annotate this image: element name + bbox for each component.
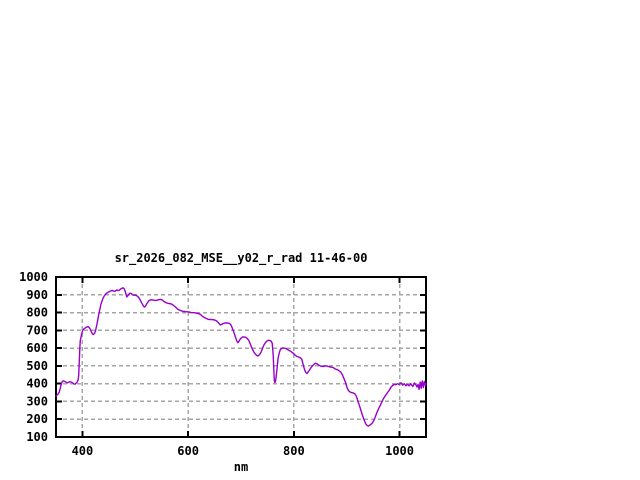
y-tick-label: 700: [26, 323, 48, 337]
x-tick-label: 800: [283, 444, 305, 458]
x-tick-label: 400: [72, 444, 94, 458]
y-tick-label: 100: [26, 430, 48, 444]
x-tick-label: 1000: [385, 444, 414, 458]
chart-title: sr_2026_082_MSE__y02_r_rad 11-46-00: [115, 251, 368, 266]
data-polyline: [55, 287, 427, 427]
y-tick-label: 900: [26, 288, 48, 302]
plot-area: 400 600 800 1000 100 200 300 400 500 600 700 800 900…: [19, 270, 427, 458]
y-tick-label: 800: [26, 306, 48, 320]
y-tick-label: 300: [26, 394, 48, 408]
y-tick-label: 1000: [19, 270, 48, 284]
x-tick-label: 600: [177, 444, 199, 458]
y-tick-label: 600: [26, 341, 48, 355]
plot-border: [55, 276, 427, 438]
y-tick-label: 400: [26, 377, 48, 391]
y-tick-label: 500: [26, 359, 48, 373]
y-tick-label: 200: [26, 412, 48, 426]
x-axis-label: nm: [234, 460, 248, 474]
